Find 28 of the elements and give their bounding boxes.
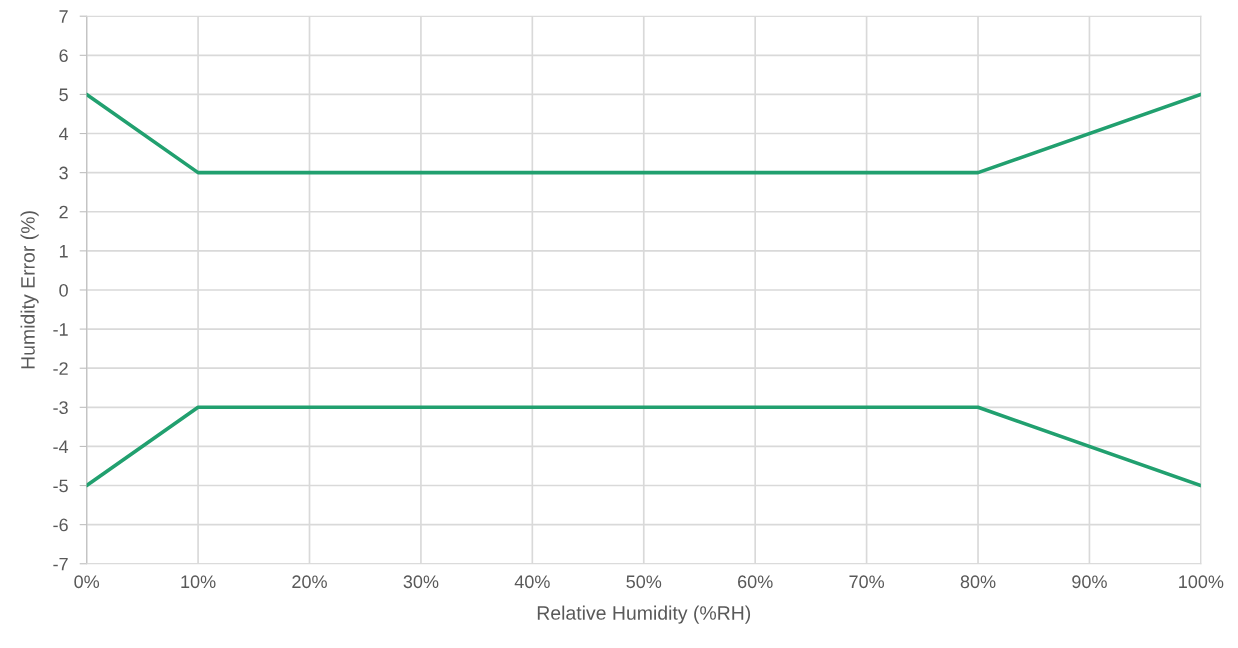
y-tick-label: 6 (59, 49, 68, 63)
x-tick-label: 0% (74, 575, 100, 589)
y-tick-label: -4 (53, 440, 69, 453)
y-tick-label: 7 (59, 10, 68, 23)
y-tick-label: 3 (59, 166, 68, 180)
x-tick-label: 40% (514, 575, 550, 589)
y-tick-label: 1 (59, 244, 68, 258)
x-tick-label: 50% (626, 575, 662, 589)
x-tick-label: 10% (181, 575, 216, 589)
y-tick-label: 2 (59, 205, 68, 219)
x-tick-label: 80% (960, 575, 996, 589)
x-tick-label: 100% (1179, 575, 1224, 589)
y-tick-label: -3 (53, 401, 68, 415)
y-tick-label: 5 (59, 88, 68, 102)
x-tick-label: 60% (738, 575, 773, 589)
y-tick-label: -6 (53, 518, 68, 532)
y-tick-label: -2 (53, 362, 68, 375)
x-tick-label: 30% (403, 575, 439, 589)
x-tick-label: 20% (292, 575, 327, 589)
y-axis-title: Humidity Error (%) (20, 211, 39, 369)
y-tick-label: -7 (53, 557, 68, 571)
y-tick-label: 0 (59, 283, 68, 297)
y-tick-label: -5 (53, 479, 68, 493)
x-axis-title: Relative Humidity (%RH) (537, 605, 751, 624)
x-tick-label: 70% (849, 575, 885, 589)
y-tick-label: -1 (53, 323, 68, 336)
x-tick-label: 90% (1072, 575, 1107, 589)
y-tick-label: 4 (58, 127, 69, 141)
